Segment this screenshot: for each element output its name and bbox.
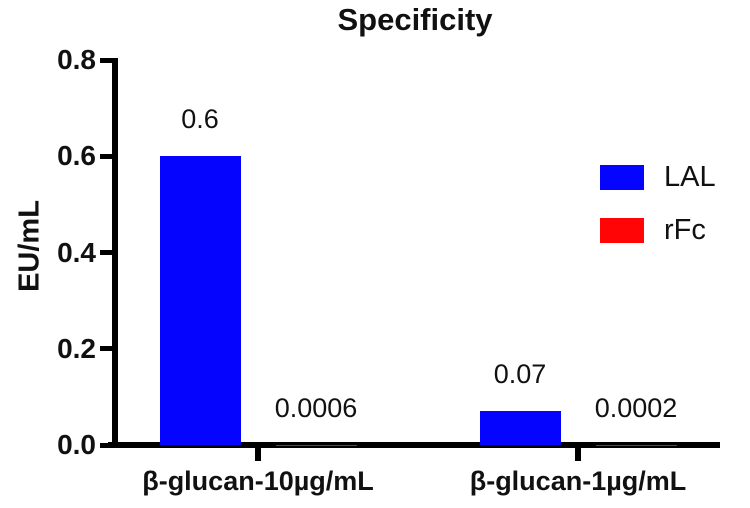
legend-label-rfc: rFc <box>664 214 706 246</box>
legend-item-lal: LAL <box>600 163 716 192</box>
bar-lal-1 <box>479 411 561 445</box>
y-tick-0.8 <box>100 57 113 63</box>
chart-title: Specificity <box>337 2 493 37</box>
x-axis-line <box>108 442 720 448</box>
bar-value-label-rfc-1: 0.0002 <box>594 392 678 423</box>
x-category-label-0: β-glucan-10µg/mL <box>142 466 374 496</box>
x-tick-0 <box>255 448 261 461</box>
bar-value-label-lal-1: 0.07 <box>493 359 547 390</box>
y-tick-0.0 <box>100 442 113 448</box>
y-tick-label-0.2: 0.2 <box>57 332 96 364</box>
y-tick-label-0.0: 0.0 <box>57 429 96 460</box>
bar-lal-0 <box>159 156 241 445</box>
y-tick-0.4 <box>100 250 113 255</box>
legend-label-lal: LAL <box>664 161 716 193</box>
legend-swatch-lal <box>600 165 644 190</box>
bar-value-label-rfc-0: 0.0006 <box>274 392 358 423</box>
y-tick-0.6 <box>100 153 113 159</box>
legend-item-rfc: rFc <box>600 216 716 245</box>
y-tick-label-0.6: 0.6 <box>57 140 96 172</box>
x-tick-1 <box>575 448 581 461</box>
legend: LAL rFc <box>600 163 716 245</box>
bar-value-label-lal-0: 0.6 <box>181 104 219 135</box>
legend-swatch-rfc <box>600 218 644 243</box>
y-axis-line <box>112 58 118 448</box>
y-tick-label-0.8: 0.8 <box>57 44 96 75</box>
x-category-label-1: β-glucan-1µg/mL <box>469 466 687 496</box>
y-tick-label-0.4: 0.4 <box>57 236 96 268</box>
y-tick-0.2 <box>100 346 113 352</box>
